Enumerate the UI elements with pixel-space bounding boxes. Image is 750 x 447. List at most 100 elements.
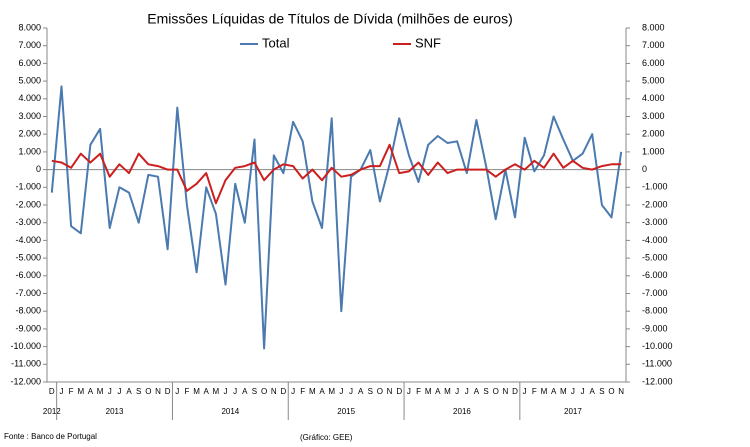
- x-tick-label: J: [571, 387, 575, 396]
- y-tick-label: -11.000: [11, 359, 41, 369]
- x-tick-label: D: [49, 387, 55, 396]
- x-tick-label: D: [396, 387, 402, 396]
- x-tick-label: A: [358, 387, 364, 396]
- x-tick-label: O: [608, 387, 614, 396]
- credit: (Gráfico: GEE): [300, 433, 353, 442]
- y2-tick-label: 3.000: [642, 111, 665, 121]
- x-tick-label: J: [465, 387, 469, 396]
- x-tick-label: J: [233, 387, 237, 396]
- y2-tick-label: -10.000: [642, 341, 673, 351]
- y-tick-label: 3.000: [18, 111, 41, 121]
- year-label: 2015: [337, 407, 355, 416]
- x-tick-label: S: [368, 387, 373, 396]
- x-tick-label: F: [532, 387, 537, 396]
- x-tick-label: M: [560, 387, 567, 396]
- x-tick-label: M: [541, 387, 548, 396]
- x-tick-label: S: [599, 387, 604, 396]
- y2-tick-label: -5.000: [642, 252, 668, 262]
- chart-title: Emissões Líquidas de Títulos de Dívida (…: [147, 11, 512, 27]
- x-tick-label: N: [502, 387, 508, 396]
- y2-tick-label: 8.000: [642, 22, 665, 32]
- x-tick-label: D: [281, 387, 287, 396]
- x-tick-label: S: [136, 387, 141, 396]
- x-tick-label: F: [69, 387, 74, 396]
- x-tick-label: A: [590, 387, 596, 396]
- y-tick-label: -4.000: [15, 235, 41, 245]
- x-tick-label: J: [523, 387, 527, 396]
- x-tick-label: J: [175, 387, 179, 396]
- x-tick-label: J: [339, 387, 343, 396]
- x-tick-label: J: [581, 387, 585, 396]
- x-tick-label: A: [319, 387, 325, 396]
- legend-label: SNF: [415, 35, 441, 50]
- x-tick-label: F: [416, 387, 421, 396]
- x-tick-label: J: [108, 387, 112, 396]
- y2-tick-label: 1.000: [642, 146, 665, 156]
- x-tick-label: A: [435, 387, 441, 396]
- series-line: [50, 85, 623, 350]
- x-tick-label: N: [387, 387, 393, 396]
- y-tick-label: -7.000: [15, 288, 41, 298]
- y-tick-label: -10.000: [10, 341, 41, 351]
- x-tick-label: N: [271, 387, 277, 396]
- y-tick-label: 8.000: [18, 22, 41, 32]
- x-tick-label: J: [349, 387, 353, 396]
- y-tick-label: -8.000: [15, 306, 41, 316]
- y-tick-label: 4.000: [18, 93, 41, 103]
- x-tick-label: N: [618, 387, 624, 396]
- y-tick-label: 2.000: [18, 129, 41, 139]
- y2-tick-label: 5.000: [642, 75, 665, 85]
- y2-tick-label: -7.000: [642, 288, 668, 298]
- x-tick-label: D: [512, 387, 518, 396]
- y2-tick-label: -11.000: [642, 359, 672, 369]
- y-tick-label: 7.000: [18, 40, 41, 50]
- x-tick-label: M: [77, 387, 84, 396]
- x-tick-label: A: [126, 387, 132, 396]
- year-label: 2014: [221, 407, 239, 416]
- y-tick-label: 1.000: [18, 146, 41, 156]
- y2-tick-label: 2.000: [642, 129, 665, 139]
- y2-tick-label: -9.000: [642, 323, 668, 333]
- x-tick-label: A: [204, 387, 210, 396]
- x-tick-label: F: [184, 387, 189, 396]
- x-tick-label: D: [165, 387, 171, 396]
- x-tick-label: J: [455, 387, 459, 396]
- y-tick-label: -2.000: [15, 199, 41, 209]
- source: Fonte : Banco de Portugal: [4, 432, 97, 441]
- x-tick-label: A: [88, 387, 94, 396]
- y2-tick-label: 0: [642, 164, 647, 174]
- y2-tick-label: -8.000: [642, 306, 668, 316]
- x-tick-label: A: [242, 387, 248, 396]
- y-tick-label: -3.000: [15, 217, 41, 227]
- y2-tick-label: 4.000: [642, 93, 665, 103]
- x-tick-label: J: [59, 387, 63, 396]
- y-tick-label: -9.000: [15, 323, 41, 333]
- year-label: 2016: [453, 407, 471, 416]
- x-tick-label: M: [309, 387, 316, 396]
- legend-label: Total: [262, 35, 290, 50]
- y2-tick-label: -1.000: [642, 182, 668, 192]
- year-label: 2017: [564, 407, 582, 416]
- x-tick-label: J: [117, 387, 121, 396]
- y-tick-label: 5.000: [18, 75, 41, 85]
- x-tick-label: J: [291, 387, 295, 396]
- x-tick-label: A: [474, 387, 480, 396]
- x-tick-label: O: [145, 387, 151, 396]
- y-tick-label: -1.000: [15, 182, 41, 192]
- x-tick-label: F: [300, 387, 305, 396]
- x-tick-label: O: [377, 387, 383, 396]
- x-tick-label: O: [493, 387, 499, 396]
- y-tick-label: 0: [36, 164, 41, 174]
- y2-tick-label: -12.000: [642, 376, 673, 386]
- series-line: [51, 143, 622, 205]
- x-tick-label: M: [328, 387, 335, 396]
- y2-tick-label: -2.000: [642, 199, 668, 209]
- y2-tick-label: -4.000: [642, 235, 668, 245]
- y2-tick-label: 6.000: [642, 58, 665, 68]
- x-tick-label: O: [261, 387, 267, 396]
- year-label: 2012: [43, 407, 61, 416]
- x-tick-label: M: [425, 387, 432, 396]
- y-tick-label: -12.000: [10, 376, 41, 386]
- y-tick-label: -5.000: [15, 252, 41, 262]
- y-tick-label: -6.000: [15, 270, 41, 280]
